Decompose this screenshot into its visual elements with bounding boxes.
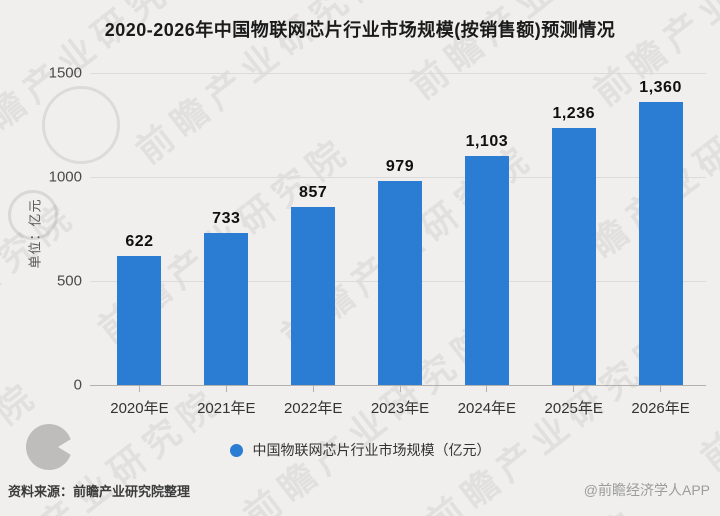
bar-value-label: 1,360 (639, 79, 682, 97)
bar-slot: 979 (357, 73, 444, 385)
y-tick-label: 0 (73, 376, 82, 394)
x-tick-label: 2022年E (283, 400, 343, 417)
legend-marker-dot (229, 443, 243, 457)
legend-label: 中国物联网芯片行业市场规模（亿元） (252, 442, 491, 458)
x-tick-mark (660, 386, 662, 392)
x-tick-mark (312, 386, 314, 392)
gridline-1000 (90, 177, 706, 178)
x-tick-mark (573, 386, 575, 392)
x-tick-mark (486, 386, 488, 392)
credit-note: @前瞻经济学人APP (583, 482, 710, 498)
y-tick-label: 500 (56, 272, 82, 290)
x-axis: 2020年E 2021年E 2022年E 2023年E 2024年E 2025年E 2026… (96, 386, 704, 418)
bar-slot: 857 (270, 73, 357, 385)
y-tick-label: 1000 (48, 168, 82, 186)
x-slot: 2021年E (183, 386, 270, 418)
x-slot: 2024年E (443, 386, 530, 418)
x-tick-label: 2024年E (457, 400, 517, 417)
x-slot: 2022年E (270, 386, 357, 418)
bar-value-label: 979 (385, 158, 415, 176)
chart-bar-2021年E: 733 (204, 210, 249, 385)
chart-bar-2020年E: 622 (117, 233, 162, 385)
x-tick-label: 2020年E (110, 400, 169, 417)
bar-value-label: 733 (212, 209, 241, 227)
chart-title: 2020-2026年中国物联网芯片行业市场规模(按销售额)预测情况 (104, 20, 616, 40)
legend: 中国物联网芯片行业市场规模（亿元） (0, 440, 720, 460)
x-slot: 2023年E (357, 386, 444, 418)
chart-bar-2025年E: 1,236 (551, 105, 596, 385)
gridline-0 (90, 385, 706, 386)
bar-value-label: 1,236 (552, 104, 595, 122)
chart-bar-2026年E: 1,360 (638, 79, 683, 385)
x-tick-mark (225, 386, 227, 392)
chart-bar-2023年E: 979 (378, 158, 422, 385)
bars-row: 622 733 857 979 1,103 1,236 1,360 (96, 73, 704, 385)
source-note: 资料来源：前瞻产业研究院整理 (8, 484, 191, 499)
chart-bar-2022年E: 857 (291, 184, 336, 385)
gridline-1500 (90, 73, 706, 74)
bar-slot: 622 (96, 73, 183, 385)
bar-slot: 1,103 (443, 73, 530, 385)
bar-slot: 733 (183, 73, 270, 385)
y-axis-tick-labels: 0 500 1000 1500 (30, 65, 82, 394)
bar-value-label: 1,103 (465, 132, 509, 150)
y-tick-label: 1500 (48, 64, 82, 82)
x-slot: 2025年E (530, 386, 617, 418)
chart-bar-2024年E: 1,103 (464, 133, 509, 385)
bar-value-label: 622 (125, 232, 154, 250)
x-tick-mark (138, 386, 140, 392)
x-tick-label: 2025年E (544, 400, 603, 417)
bar-value-label: 857 (299, 183, 328, 201)
bar-slot: 1,236 (530, 73, 617, 385)
x-tick-label: 2021年E (197, 400, 256, 417)
bar-slot: 1,360 (617, 73, 704, 385)
x-tick-label: 2026年E (631, 400, 690, 417)
x-slot: 2020年E (96, 386, 183, 418)
x-slot: 2026年E (617, 386, 704, 418)
x-tick-mark (399, 386, 401, 392)
x-tick-label: 2023年E (370, 400, 430, 417)
